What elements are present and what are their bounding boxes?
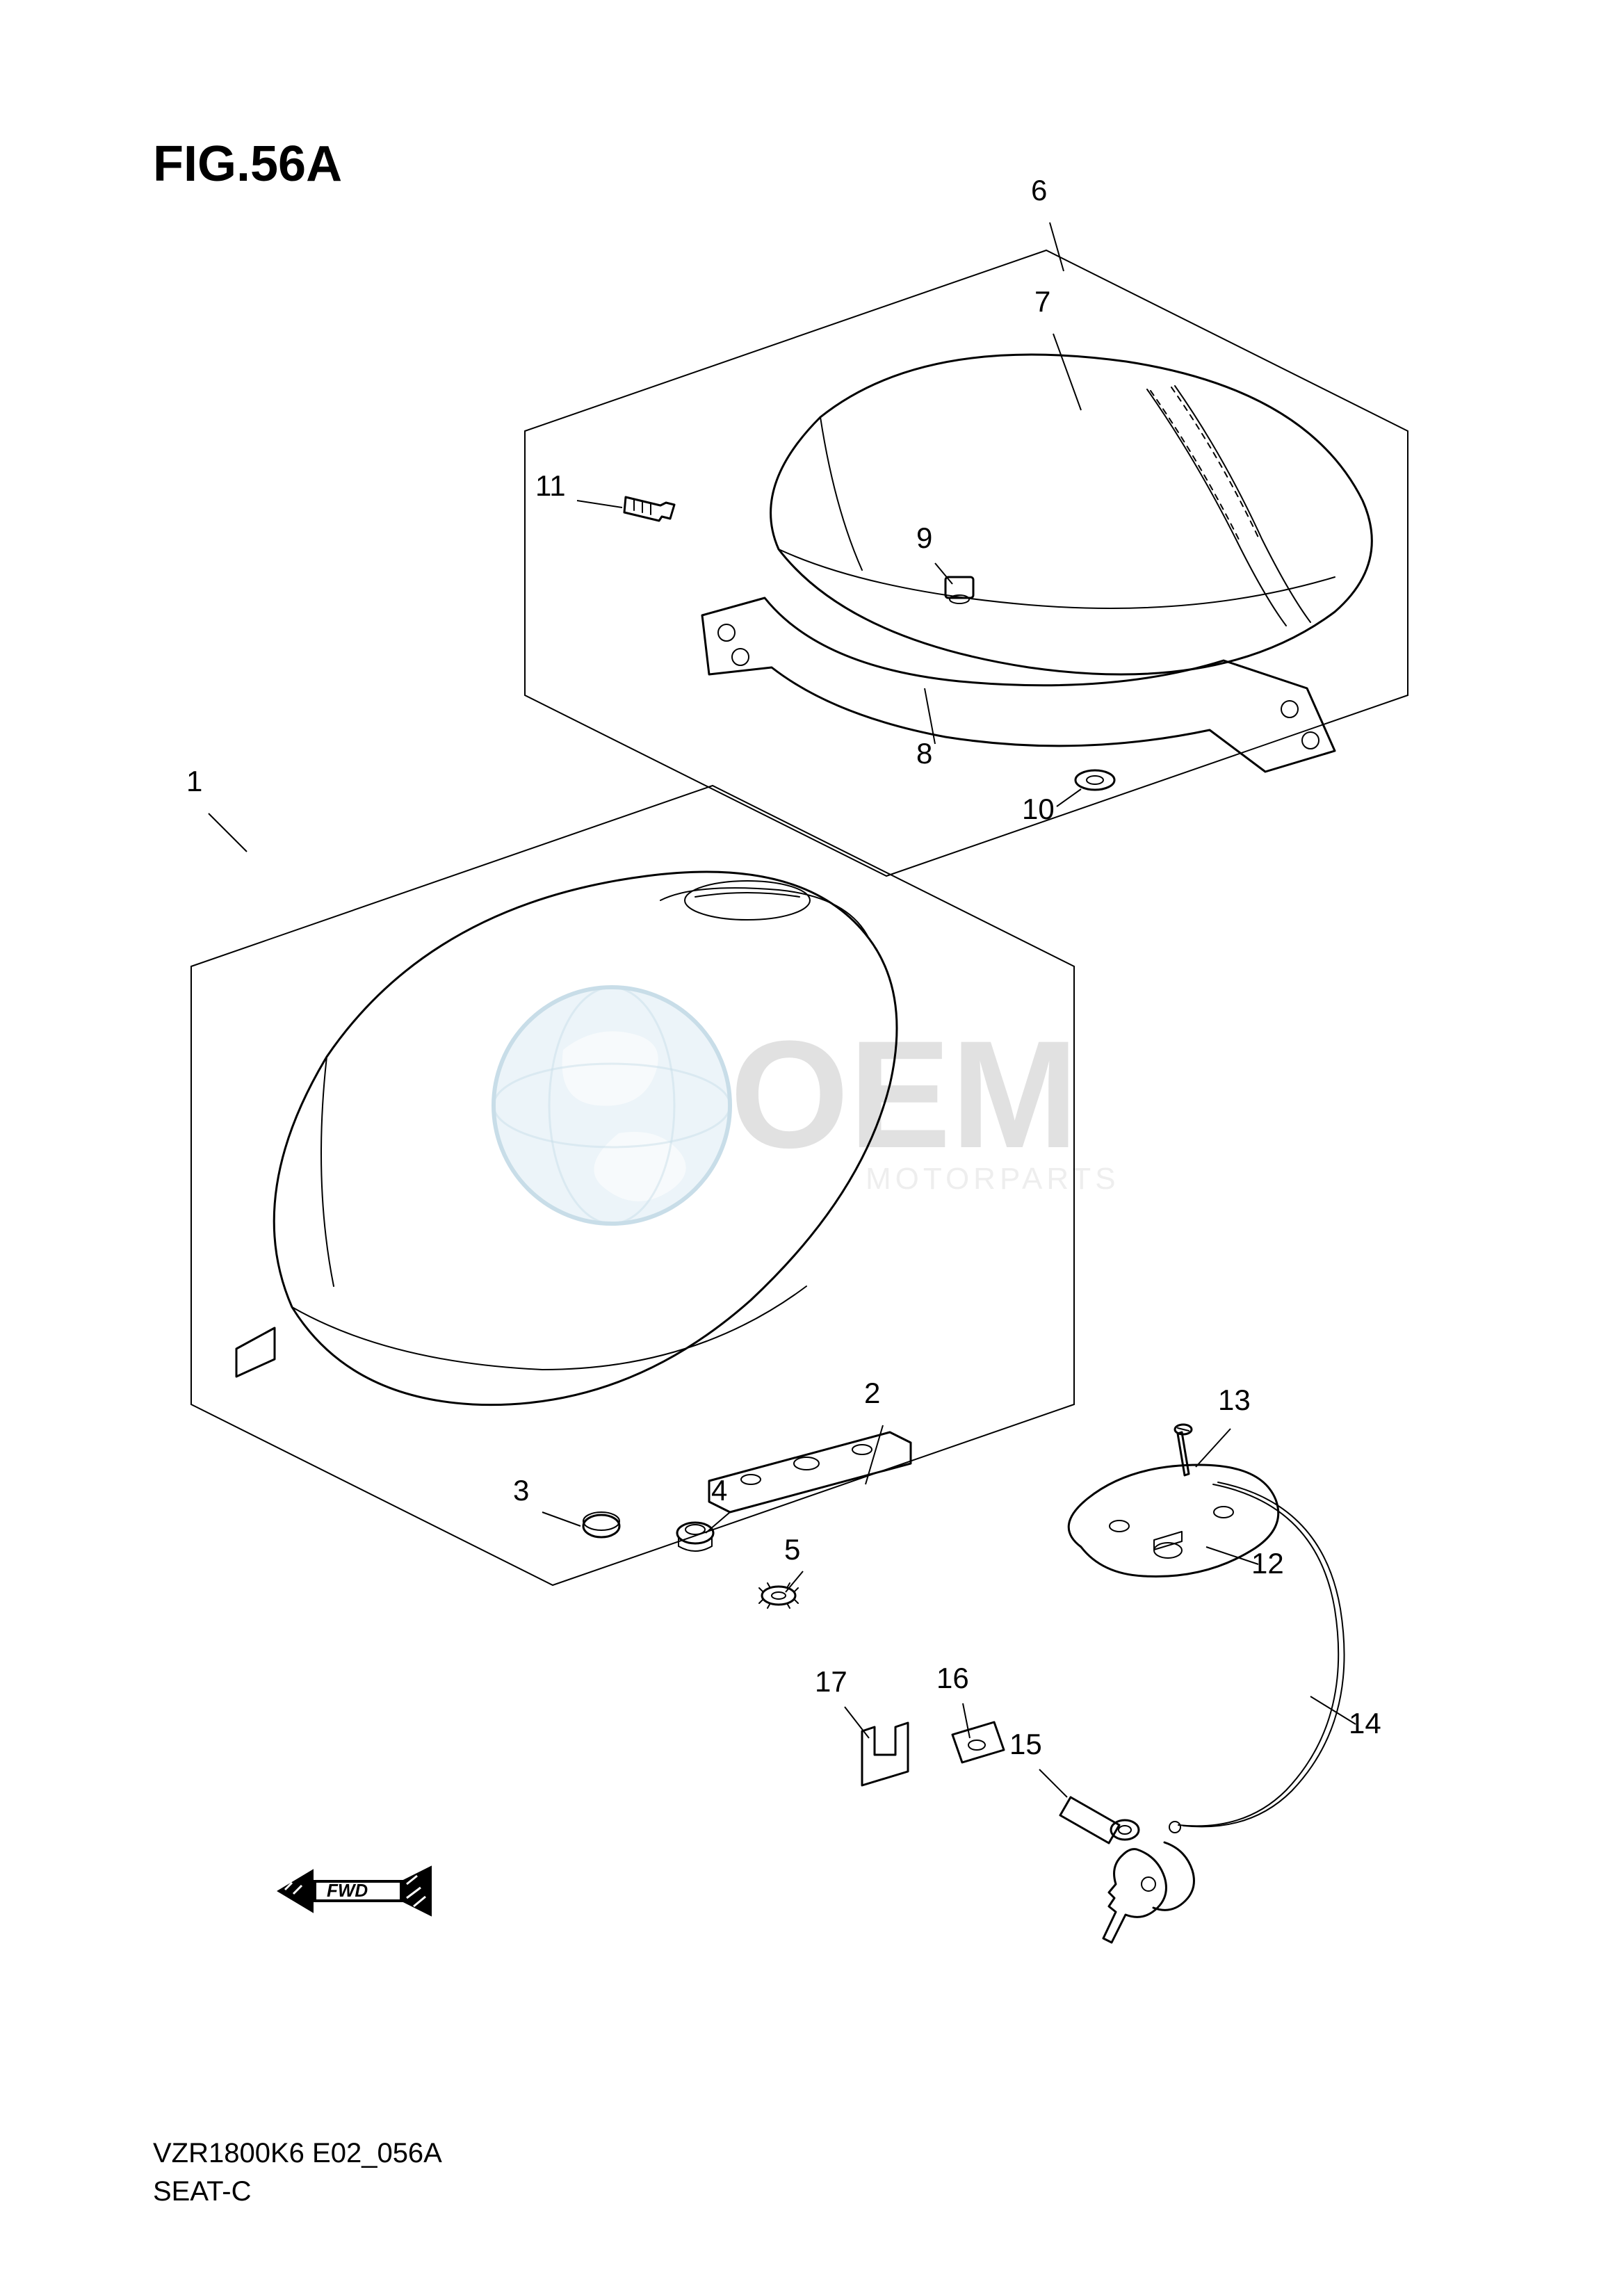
callout-12: 12 [1251, 1547, 1284, 1580]
rear-seat [771, 355, 1372, 674]
callout-5: 5 [784, 1533, 800, 1566]
diagram-page: FIG.56A VZR1800K6 E02_056A SEAT-C OEM MO… [0, 0, 1624, 2295]
callout-7: 7 [1034, 285, 1050, 318]
nut-4 [677, 1523, 713, 1551]
fwd-arrow-icon: FWD [278, 1867, 431, 1915]
callout-2: 2 [864, 1377, 880, 1410]
callout-16: 16 [936, 1662, 969, 1695]
lower-assembly-box [191, 786, 1074, 1585]
retainer-17 [862, 1723, 908, 1785]
callout-10: 10 [1022, 793, 1055, 826]
clip-plate-16 [952, 1722, 1004, 1762]
washer-10 [1075, 770, 1114, 790]
lock-bracket-12 [1069, 1465, 1278, 1577]
callout-11: 11 [535, 469, 566, 503]
mount-plate-2 [709, 1432, 911, 1512]
callout-9: 9 [916, 521, 932, 555]
diagram-svg: FWD [0, 0, 1624, 2295]
callout-3: 3 [513, 1474, 529, 1507]
screw-13 [1175, 1425, 1192, 1475]
callout-8: 8 [916, 737, 932, 770]
callout-13: 13 [1218, 1384, 1251, 1417]
leader-lines [209, 222, 1356, 1797]
cable-14 [1169, 1482, 1345, 1833]
front-seat [236, 872, 897, 1405]
lock-washer-5 [759, 1583, 798, 1608]
callout-14: 14 [1349, 1707, 1381, 1740]
callout-1: 1 [186, 765, 202, 798]
bolt-11 [624, 497, 674, 521]
cushion-3 [583, 1512, 619, 1537]
callout-17: 17 [815, 1665, 847, 1698]
callout-15: 15 [1009, 1728, 1042, 1761]
rear-seat-bracket [702, 598, 1335, 772]
callout-6: 6 [1031, 174, 1047, 207]
svg-text:FWD: FWD [327, 1880, 368, 1901]
lock-cylinder-15 [1060, 1797, 1194, 1943]
upper-assembly-box [525, 250, 1408, 876]
callout-4: 4 [711, 1474, 727, 1507]
